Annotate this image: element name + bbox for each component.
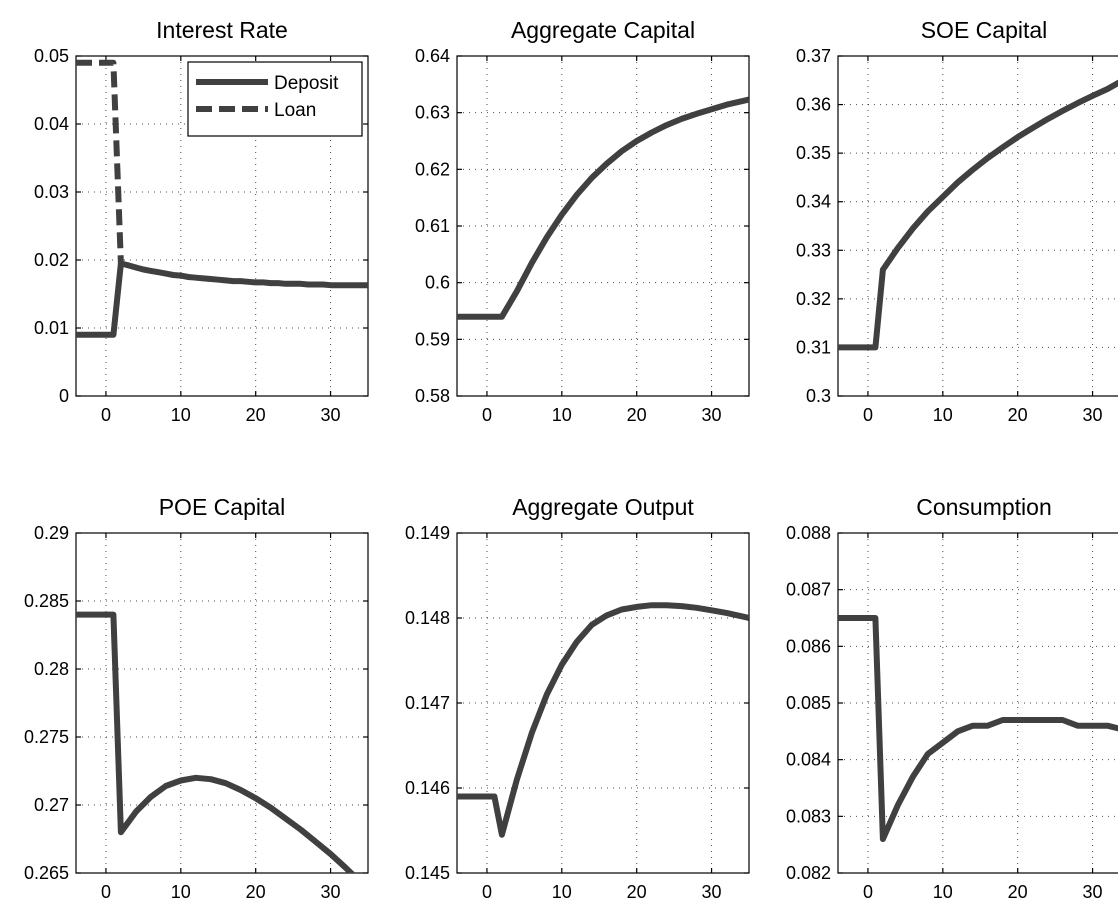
y-tick-label: 0.01 [34, 318, 69, 338]
legend-label-deposit: Deposit [274, 73, 339, 94]
y-tick-label: 0.145 [405, 863, 450, 883]
axes-box [75, 532, 369, 874]
y-tick-label: 0.146 [405, 778, 450, 798]
x-tick-label: 30 [702, 405, 722, 425]
y-tick-label: 0.086 [786, 636, 831, 656]
series-line [838, 79, 1118, 351]
y-tick-label: 0.27 [34, 795, 69, 815]
x-tick-label: 20 [627, 882, 647, 902]
axes-box [837, 55, 1118, 397]
chart-panel-1: Interest Rate 0 10 20 30 0 0.01 0.02 0.03 0.04 0.0… [34, 17, 369, 425]
chart-title: POE Capital [159, 494, 286, 520]
y-tick-label: 0.083 [786, 806, 831, 826]
axes-box [456, 55, 750, 397]
y-tick-label: 0.29 [34, 523, 69, 543]
y-tick-label: 0.082 [786, 863, 831, 883]
y-tick-label: 0.58 [415, 386, 450, 406]
y-tick-label: 0.32 [796, 289, 831, 309]
x-tick-label: 30 [321, 882, 341, 902]
loan-line [76, 59, 124, 264]
chart-title: Aggregate Capital [511, 17, 695, 43]
x-tick-label: 20 [1008, 405, 1028, 425]
y-tick-label: 0.02 [34, 250, 69, 270]
y-tick-label: 0.3 [806, 386, 831, 406]
chart-panel-2: Aggregate Capital 0 10 20 30 0.58 0.59 0.6 0.61 0… [415, 17, 750, 425]
y-tick-label: 0.088 [786, 523, 831, 543]
series-line [457, 96, 749, 320]
x-tick-label: 0 [863, 882, 873, 902]
y-tick-label: 0.34 [796, 192, 831, 212]
legend-label-loan: Loan [274, 100, 316, 121]
y-tick-label: 0.33 [796, 240, 831, 260]
chart-title: Aggregate Output [512, 494, 694, 520]
x-tick-label: 20 [1008, 882, 1028, 902]
y-tick-label: 0.085 [786, 693, 831, 713]
y-tick-label: 0.6 [425, 273, 450, 293]
x-tick-label: 0 [863, 405, 873, 425]
chart-title: Interest Rate [156, 17, 288, 43]
y-tick-label: 0.147 [405, 693, 450, 713]
x-tick-label: 30 [1083, 882, 1103, 902]
y-tick-label: 0.087 [786, 580, 831, 600]
x-tick-label: 0 [101, 405, 111, 425]
y-tick-label: 0.37 [796, 46, 831, 66]
series-line [838, 615, 1118, 842]
y-tick-label: 0.084 [786, 750, 831, 770]
y-tick-label: 0.03 [34, 182, 69, 202]
legend-box [187, 61, 363, 137]
x-tick-label: 30 [1083, 405, 1103, 425]
y-tick-label: 0.35 [796, 143, 831, 163]
y-tick-label: 0.61 [415, 216, 450, 236]
x-tick-label: 0 [482, 405, 492, 425]
chart-panel-5: Aggregate Output 0 10 20 30 0.145 0.146 0.147 0.… [405, 494, 750, 902]
x-tick-label: 0 [101, 882, 111, 902]
x-tick-label: 30 [321, 405, 341, 425]
y-tick-label: 0.148 [405, 608, 450, 628]
x-tick-label: 10 [171, 405, 191, 425]
y-tick-label: 0.59 [415, 329, 450, 349]
y-tick-label: 0.04 [34, 114, 69, 134]
x-tick-label: 10 [933, 405, 953, 425]
deposit-line [76, 260, 368, 338]
y-tick-label: 0.05 [34, 46, 69, 66]
y-tick-label: 0.28 [34, 659, 69, 679]
chart-panel-6: Consumption 0 10 20 30 0.082 0.083 0.084 0.085 0.… [786, 494, 1118, 902]
x-tick-label: 10 [552, 405, 572, 425]
y-tick-label: 0.275 [24, 727, 69, 747]
y-tick-label: 0.285 [24, 591, 69, 611]
y-tick-label: 0 [59, 386, 69, 406]
x-tick-label: 30 [702, 882, 722, 902]
x-tick-label: 10 [552, 882, 572, 902]
series-line [457, 602, 749, 838]
chart-panel-4: POE Capital 0 10 20 30 0.265 0.27 0.275 0.28 0.28… [24, 494, 369, 902]
y-tick-label: 0.63 [415, 103, 450, 123]
chart-panel-3: SOE Capital 0 10 20 30 0.3 0.31 0.32 0.33 0.34 0.3… [796, 17, 1118, 425]
y-tick-label: 0.64 [415, 46, 450, 66]
x-tick-label: 20 [246, 405, 266, 425]
legend: Deposit Loan [187, 61, 363, 137]
x-tick-label: 0 [482, 882, 492, 902]
x-tick-label: 10 [171, 882, 191, 902]
x-tick-label: 20 [246, 882, 266, 902]
axes-box [75, 55, 369, 397]
chart-title: Consumption [916, 494, 1052, 520]
y-tick-label: 0.31 [796, 337, 831, 357]
series-line [76, 611, 356, 873]
x-tick-label: 20 [627, 405, 647, 425]
y-tick-label: 0.265 [24, 863, 69, 883]
y-tick-label: 0.36 [796, 95, 831, 115]
chart-title: SOE Capital [921, 17, 1048, 43]
y-tick-label: 0.62 [415, 159, 450, 179]
y-tick-label: 0.149 [405, 523, 450, 543]
x-tick-label: 10 [933, 882, 953, 902]
